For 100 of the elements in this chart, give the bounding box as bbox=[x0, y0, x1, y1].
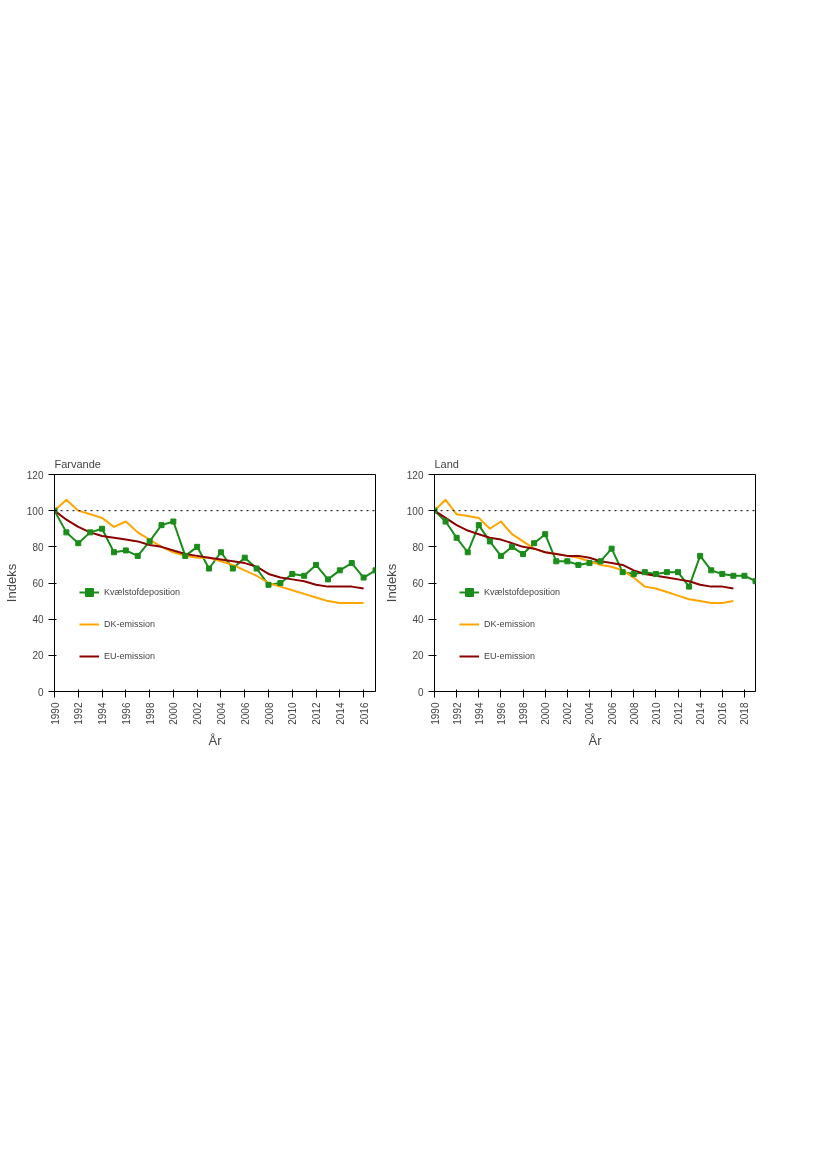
point bbox=[301, 572, 308, 579]
point bbox=[708, 567, 715, 574]
point bbox=[253, 565, 260, 572]
point bbox=[619, 569, 626, 576]
y-tick-label: 80 bbox=[412, 541, 424, 553]
x-tick-label: 2000 bbox=[540, 702, 552, 725]
point bbox=[360, 574, 367, 581]
point bbox=[630, 570, 637, 577]
x-tick-label: 1996 bbox=[495, 702, 507, 725]
x-tick-label: 2012 bbox=[311, 702, 323, 725]
point bbox=[229, 565, 236, 572]
point bbox=[697, 552, 704, 559]
point bbox=[719, 570, 726, 577]
point bbox=[158, 522, 165, 529]
point bbox=[110, 549, 117, 556]
x-tick-label: 2008 bbox=[263, 702, 275, 725]
x-tick-label: 2004 bbox=[584, 702, 596, 725]
point bbox=[575, 561, 582, 568]
point bbox=[453, 534, 460, 541]
point bbox=[241, 554, 248, 561]
line-series bbox=[54, 498, 365, 604]
x-axis-title: År bbox=[208, 732, 223, 748]
point bbox=[663, 569, 670, 576]
legend-label: EU-emission bbox=[484, 651, 536, 661]
point bbox=[675, 569, 682, 576]
point bbox=[531, 540, 538, 547]
y-tick-label: 120 bbox=[406, 469, 424, 481]
point bbox=[553, 558, 560, 565]
chart-title: Land bbox=[434, 457, 459, 470]
point bbox=[122, 547, 129, 554]
chart-title: Farvande bbox=[54, 457, 101, 470]
x-tick-label: 2016 bbox=[717, 702, 729, 725]
point bbox=[313, 561, 320, 568]
legend-label: Kvælstofdeposition bbox=[104, 587, 181, 597]
x-tick-label: 2002 bbox=[192, 702, 204, 725]
point bbox=[686, 583, 693, 590]
point bbox=[75, 540, 82, 547]
point bbox=[741, 572, 748, 579]
x-tick-label: 1990 bbox=[49, 702, 61, 725]
point bbox=[348, 560, 355, 567]
x-tick-label: 2014 bbox=[334, 702, 346, 725]
x-tick-label: 2008 bbox=[628, 702, 640, 725]
y-tick-label: 100 bbox=[26, 505, 44, 517]
point bbox=[442, 518, 449, 525]
point bbox=[520, 551, 527, 558]
y-tick-label: 0 bbox=[417, 686, 424, 698]
point bbox=[586, 560, 593, 567]
point bbox=[497, 552, 504, 559]
point bbox=[170, 518, 177, 525]
point bbox=[194, 543, 201, 550]
point bbox=[182, 552, 189, 559]
y-tick-label: 80 bbox=[32, 541, 44, 553]
point bbox=[475, 522, 482, 529]
point bbox=[652, 570, 659, 577]
y-tick-label: 20 bbox=[412, 650, 424, 662]
x-tick-label: 2004 bbox=[215, 702, 227, 725]
legend-label: Kvælstofdeposition bbox=[484, 587, 561, 597]
x-tick-label: 1992 bbox=[451, 702, 463, 725]
point bbox=[564, 558, 571, 565]
y-axis-title: Indeks bbox=[3, 563, 19, 603]
point bbox=[336, 567, 343, 574]
point bbox=[217, 549, 224, 556]
x-tick-label: 2010 bbox=[287, 702, 299, 725]
point bbox=[464, 549, 471, 556]
point bbox=[486, 538, 493, 545]
x-tick-label: 2006 bbox=[606, 702, 618, 725]
point bbox=[277, 580, 284, 586]
x-tick-label: 1996 bbox=[120, 702, 132, 725]
y-tick-label: 40 bbox=[412, 614, 424, 626]
x-tick-label: 2014 bbox=[695, 702, 707, 725]
y-tick-label: 40 bbox=[32, 614, 44, 626]
x-tick-label: 1994 bbox=[97, 702, 109, 725]
point bbox=[730, 572, 737, 579]
point bbox=[542, 531, 549, 538]
x-tick-label: 1998 bbox=[518, 702, 530, 725]
legend-label: DK-emission bbox=[104, 619, 156, 629]
point bbox=[134, 552, 141, 559]
x-tick-label: 2018 bbox=[739, 702, 751, 725]
point bbox=[324, 576, 331, 583]
x-tick-label: 2010 bbox=[650, 702, 662, 725]
x-tick-label: 2002 bbox=[562, 702, 574, 725]
y-tick-label: 20 bbox=[32, 650, 44, 662]
x-tick-label: 1998 bbox=[144, 702, 156, 725]
point bbox=[641, 569, 648, 576]
y-tick-label: 60 bbox=[412, 578, 424, 589]
legend-label: EU-emission bbox=[104, 651, 156, 661]
y-tick-label: 100 bbox=[406, 505, 424, 517]
x-axis-title: År bbox=[588, 732, 603, 748]
point bbox=[289, 570, 296, 577]
point bbox=[87, 529, 94, 536]
y-axis-title: Indeks bbox=[383, 563, 399, 603]
point bbox=[597, 558, 604, 565]
point bbox=[99, 525, 106, 532]
x-tick-label: 1990 bbox=[429, 702, 441, 725]
x-tick-label: 2016 bbox=[358, 702, 370, 725]
y-tick-label: 120 bbox=[26, 469, 44, 481]
point bbox=[206, 565, 213, 572]
line-series bbox=[434, 498, 735, 604]
point bbox=[508, 543, 515, 550]
x-tick-label: 2006 bbox=[239, 702, 251, 725]
